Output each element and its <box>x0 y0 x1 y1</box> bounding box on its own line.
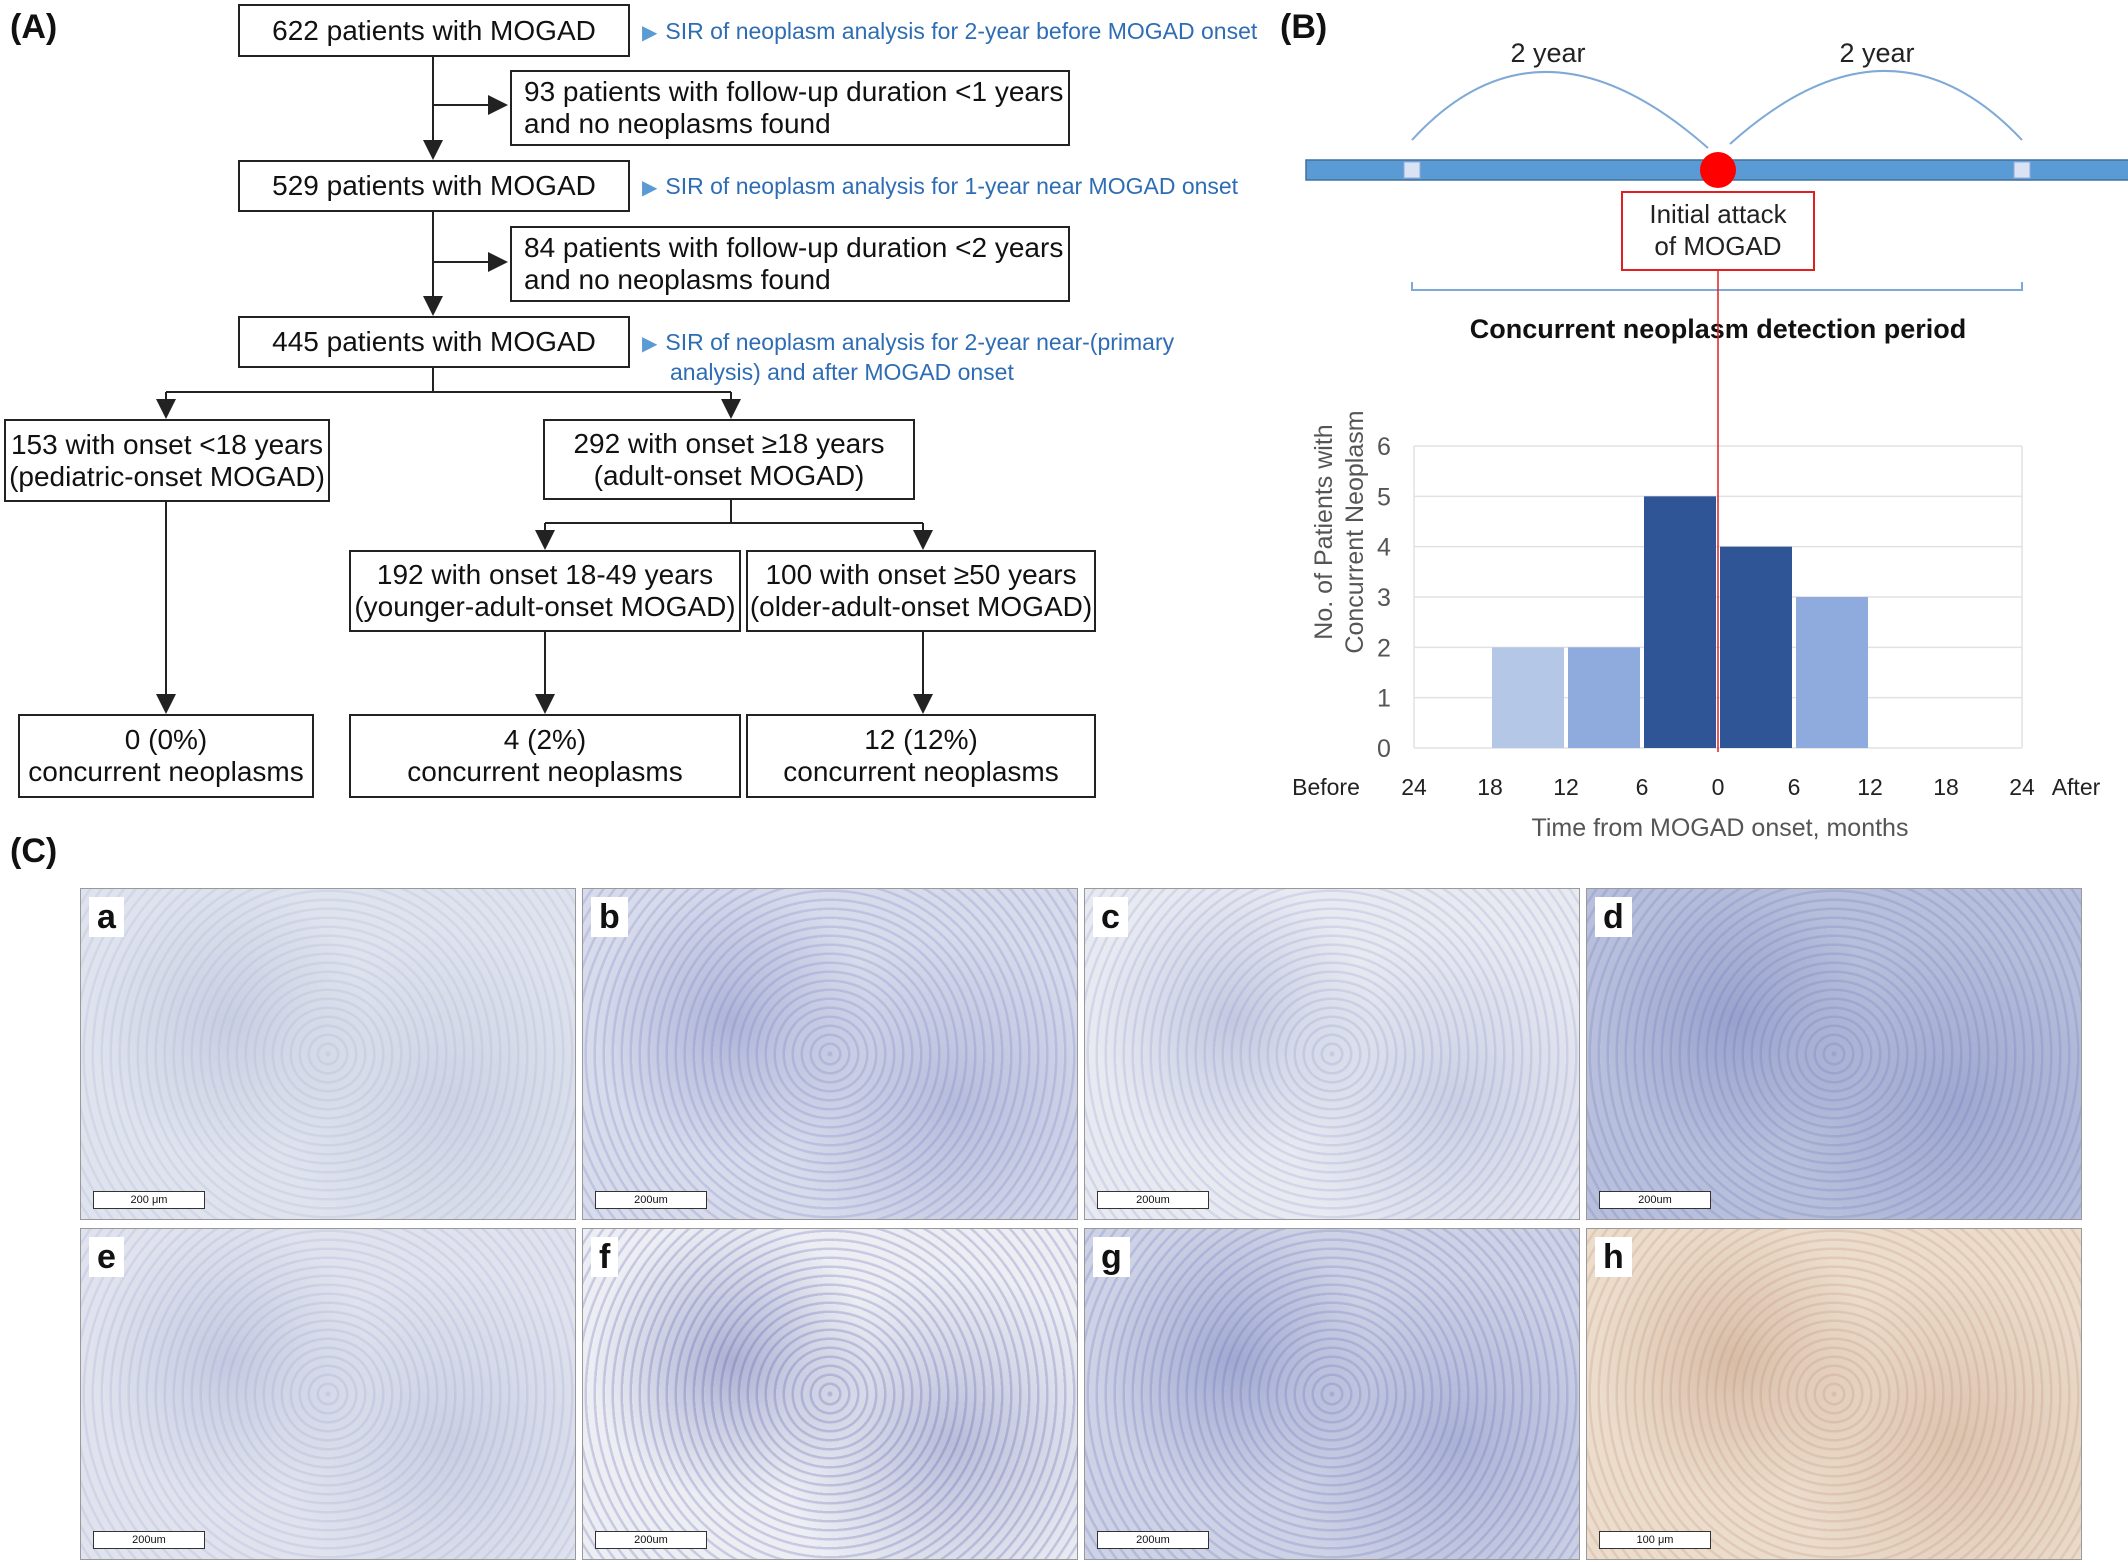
exclusion-box-1: 93 patients with follow-up duration <1 y… <box>510 70 1070 146</box>
x-tick-label: 24 <box>1401 774 1427 800</box>
image-letter: a <box>89 897 124 937</box>
scale-bar: 200um <box>595 1531 707 1549</box>
triangle-icon: ▶ <box>642 177 658 199</box>
scale-bar: 200 μm <box>93 1191 205 1209</box>
scale-bar: 200um <box>595 1191 707 1209</box>
arc-left-label: 2 year <box>1510 38 1585 68</box>
y-axis-title-line2: Concurrent Neoplasm <box>1341 410 1369 653</box>
x-tick-label: 12 <box>1857 774 1883 800</box>
y-tick-label: 2 <box>1377 634 1391 662</box>
x-tick-label: 18 <box>1477 774 1503 800</box>
triangle-icon: ▶ <box>642 22 658 44</box>
exclusion-box-2: 84 patients with follow-up duration <2 y… <box>510 226 1070 302</box>
x-tick-label: 0 <box>1712 774 1725 800</box>
image-letter: f <box>591 1237 619 1277</box>
scale-bar: 200um <box>93 1531 205 1549</box>
y-tick-label: 1 <box>1377 685 1391 713</box>
initial-attack-box <box>1621 191 1815 271</box>
x-tick-label: 6 <box>1788 774 1801 800</box>
older-adult-box: 100 with onset ≥50 years (older-adult-ons… <box>746 550 1096 632</box>
bar-4 <box>1796 597 1868 748</box>
box-529-patients: 529 patients with MOGAD <box>238 160 630 212</box>
box-622-patients: 622 patients with MOGAD <box>238 4 630 57</box>
adult-onset-box: 292 with onset ≥18 years (adult-onset MOG… <box>543 419 915 500</box>
x-axis-title: Time from MOGAD onset, months <box>1532 814 1909 840</box>
image-letter: e <box>89 1237 124 1277</box>
y-tick-label: 0 <box>1377 735 1391 763</box>
x-tick-label: 18 <box>1933 774 1959 800</box>
bar-3 <box>1720 546 1792 748</box>
flowchart-connectors <box>156 57 933 714</box>
y-tick-label: 6 <box>1377 433 1391 461</box>
x-tick-label: 6 <box>1636 774 1649 800</box>
arc-right-label: 2 year <box>1839 38 1914 68</box>
pathology-image-c: c 200um <box>1084 888 1580 1220</box>
image-letter: b <box>591 897 628 937</box>
pathology-image-d: d 200um <box>1586 888 2082 1220</box>
box-445-patients: 445 patients with MOGAD <box>238 316 630 368</box>
sir-note-2: ▶ SIR of neoplasm analysis for 1-year nea… <box>642 173 1239 199</box>
bar-2 <box>1644 496 1716 748</box>
detection-period-bracket <box>1411 282 2023 291</box>
scale-bar: 200um <box>1097 1531 1209 1549</box>
x-before-label: Before <box>1292 774 1360 800</box>
image-letter: h <box>1595 1237 1632 1277</box>
panel-c-label: (C) <box>10 832 58 870</box>
scale-bar: 100 μm <box>1599 1531 1711 1549</box>
pathology-image-h: h 100 μm <box>1586 1228 2082 1560</box>
triangle-icon: ▶ <box>642 333 658 355</box>
y-tick-label: 5 <box>1377 483 1391 511</box>
pathology-image-b: b 200um <box>582 888 1078 1220</box>
timeline-marker-right <box>2013 161 2031 179</box>
pathology-image-e: e 200um <box>80 1228 576 1560</box>
x-tick-label: 12 <box>1553 774 1579 800</box>
arc-right <box>1729 70 2023 145</box>
pediatric-onset-box: 153 with onset <18 years (pediatric-onset… <box>4 419 330 502</box>
arc-left <box>1411 71 1709 149</box>
pathology-image-g: g 200um <box>1084 1228 1580 1560</box>
image-letter: g <box>1093 1237 1130 1277</box>
scale-bar: 200um <box>1599 1191 1711 1209</box>
pathology-image-a: a 200 μm <box>80 888 576 1220</box>
image-letter: c <box>1093 897 1128 937</box>
onset-dot <box>1700 152 1736 188</box>
timeline-marker-left <box>1403 161 1421 179</box>
y-axis-title-line1: No. of Patients with <box>1310 424 1338 639</box>
panel-b-label: (B) <box>1280 8 1328 46</box>
younger-adult-box: 192 with onset 18-49 years (younger-adult… <box>349 550 741 632</box>
sir-note-1: ▶ SIR of neoplasm analysis for 2-year bef… <box>642 18 1258 44</box>
panel-a-label: (A) <box>10 8 58 46</box>
initial-attack-line2: of MOGAD <box>1654 231 1781 261</box>
pathology-image-f: f 200um <box>582 1228 1078 1560</box>
y-tick-label: 3 <box>1377 584 1391 612</box>
result-pediatric: 0 (0%) concurrent neoplasms <box>18 714 314 798</box>
y-tick-label: 4 <box>1377 534 1391 562</box>
scale-bar: 200um <box>1097 1191 1209 1209</box>
sir-note-3: ▶ SIR of neoplasm analysis for 2-year nea… <box>642 329 1175 385</box>
bar-0 <box>1492 647 1564 748</box>
x-tick-label: 24 <box>2009 774 2035 800</box>
result-younger-adult: 4 (2%) concurrent neoplasms <box>349 714 741 798</box>
bar-1 <box>1568 647 1640 748</box>
x-after-label: After <box>2052 774 2101 800</box>
timeline-diagram: 2 year 2 year Initial attack of MOGAD Co… <box>1292 38 2128 840</box>
initial-attack-line1: Initial attack <box>1649 199 1787 229</box>
image-letter: d <box>1595 897 1632 937</box>
result-older-adult: 12 (12%) concurrent neoplasms <box>746 714 1096 798</box>
